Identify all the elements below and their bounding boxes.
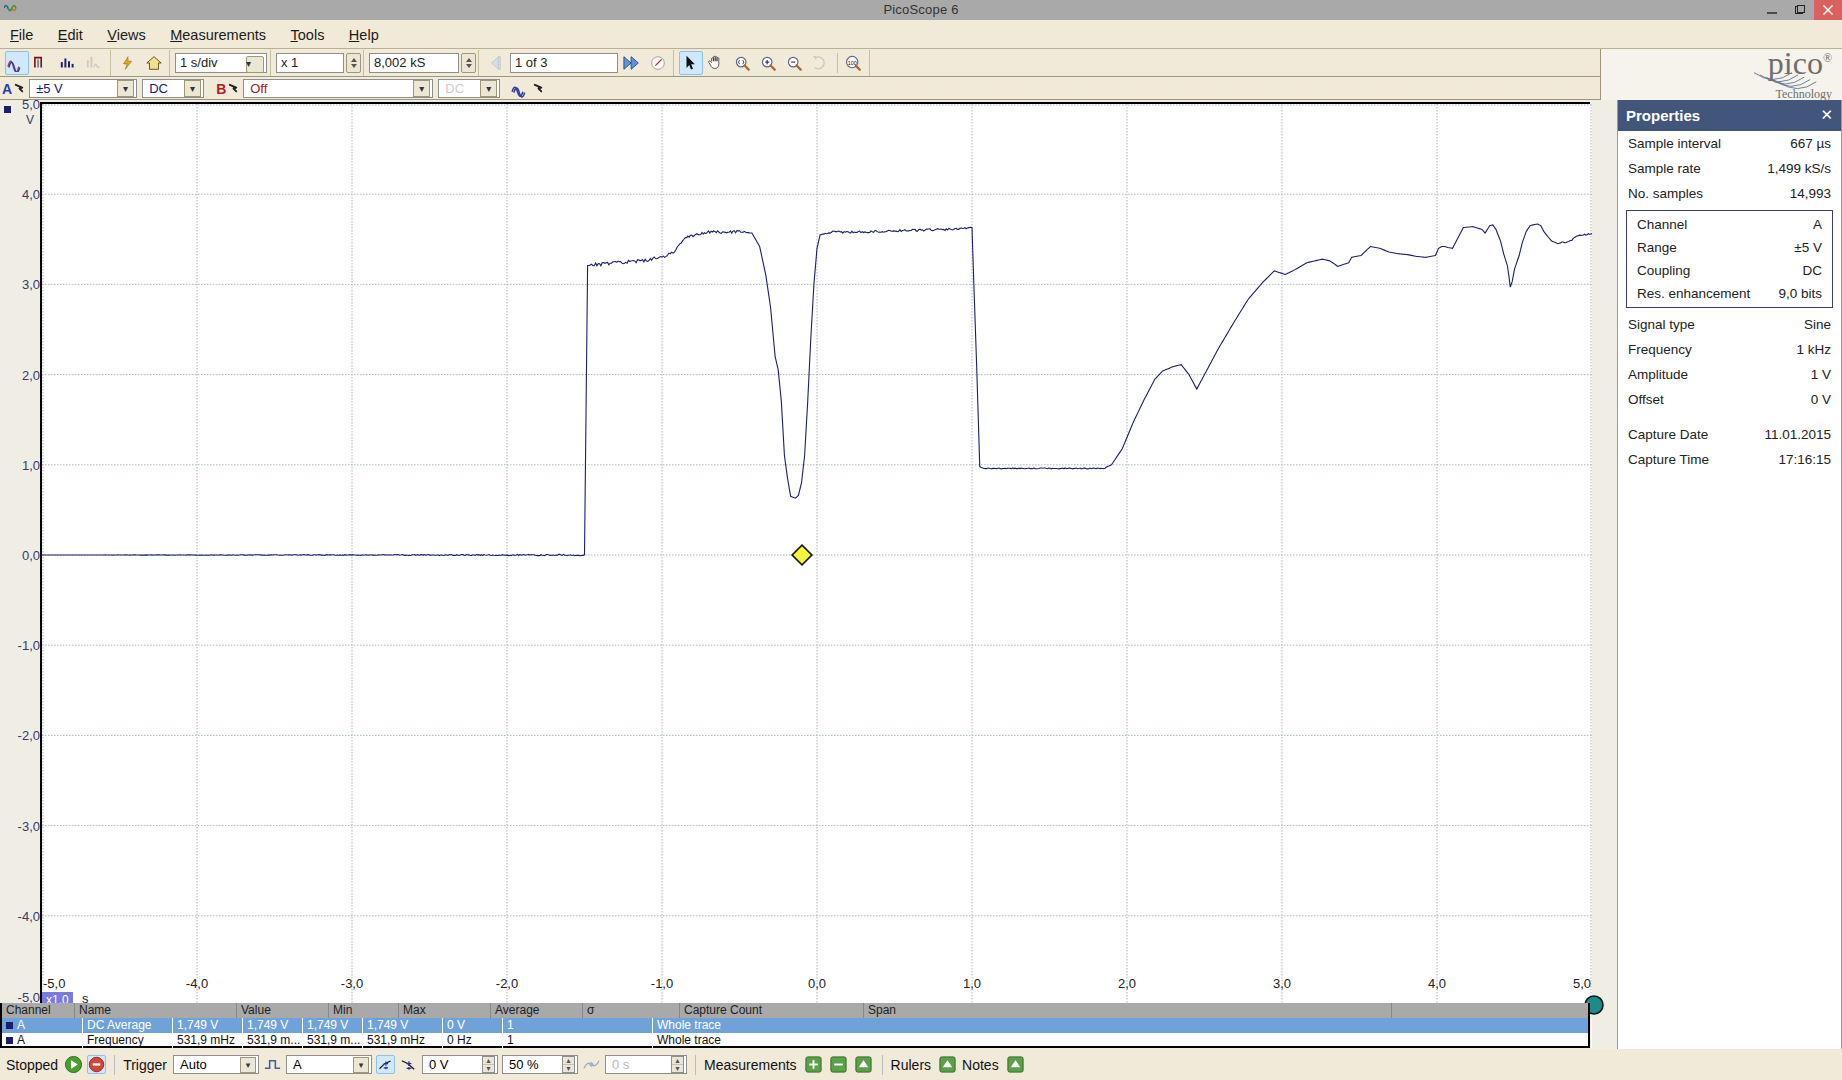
svg-text:100: 100 (848, 59, 857, 65)
